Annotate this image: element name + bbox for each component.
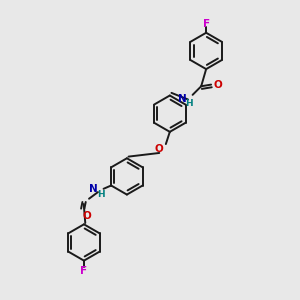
Text: H: H: [185, 99, 193, 108]
Text: F: F: [202, 19, 210, 29]
Text: N: N: [178, 94, 187, 104]
Text: H: H: [97, 190, 105, 199]
Text: N: N: [89, 184, 98, 194]
Text: F: F: [80, 266, 88, 275]
Text: O: O: [155, 144, 164, 154]
Text: O: O: [83, 211, 92, 221]
Text: O: O: [213, 80, 222, 90]
